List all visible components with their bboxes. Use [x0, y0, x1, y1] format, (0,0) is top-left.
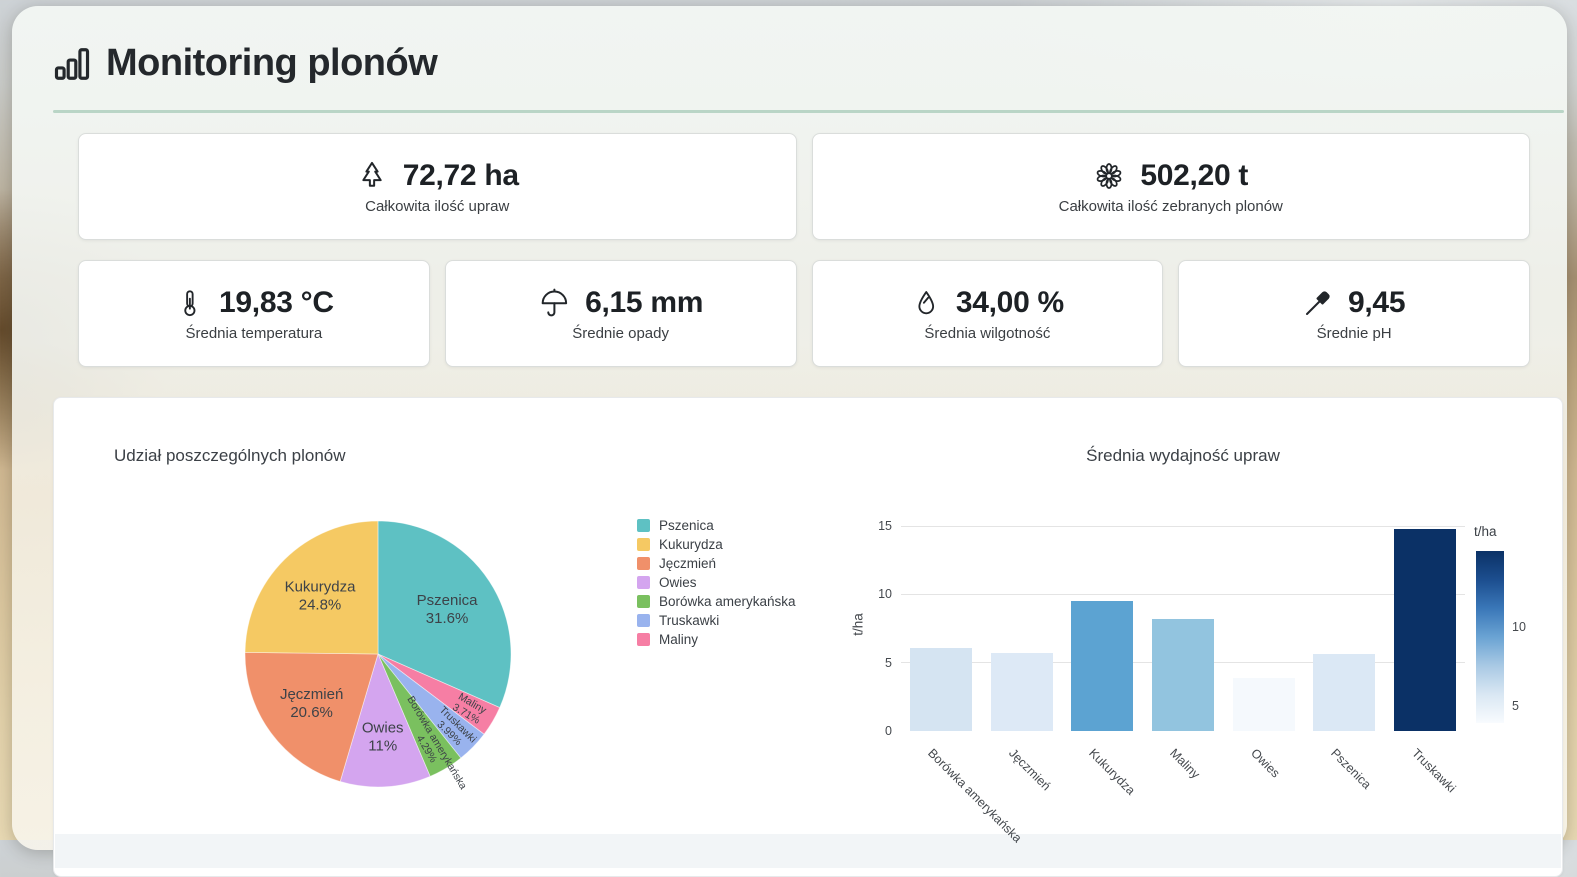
legend-item-6[interactable]: Truskawki	[637, 613, 796, 629]
flower-icon	[1093, 160, 1125, 192]
legend-label: Kukurydza	[659, 537, 723, 553]
pie-chart: Pszenica 31.6%Maliny3.71%Truskawki3.99%Bo…	[244, 520, 512, 792]
pie-slice-label: Jęczmień 20.6%	[280, 686, 343, 721]
bar-chart-icon	[53, 45, 91, 83]
bar-y-axis-label: t/ha	[850, 613, 866, 636]
legend-label: Borówka amerykańska	[659, 594, 796, 610]
charts-panel: Udział poszczególnych plonów Pszenica 31.…	[53, 397, 1563, 877]
pie-slice-2	[244, 520, 379, 655]
pie-slice-4	[339, 652, 431, 788]
bar-6	[1313, 654, 1376, 731]
bar-4	[1152, 618, 1214, 731]
kpi-label: Całkowita ilość zebranych plonów	[1058, 197, 1283, 215]
legend-item-2[interactable]: Kukurydza	[637, 537, 796, 553]
x-tick-label: Owies	[1247, 746, 1283, 781]
kpi-card-total-harvest: 502,20 t Całkowita ilość zebranych plonó…	[811, 133, 1530, 240]
kpi-value: 19,83 °C	[219, 285, 334, 319]
bar-5	[1232, 677, 1295, 731]
kpi-label: Średnia temperatura	[185, 324, 323, 342]
kpi-value: 6,15 mm	[585, 285, 704, 319]
y-tick-0: 0	[885, 724, 892, 738]
dashboard-panel: Monitoring plonów 72,72 ha Całkowita ilo…	[12, 6, 1567, 877]
page-header: Monitoring plonów	[53, 42, 438, 85]
thermometer-icon	[174, 288, 204, 318]
legend-item-3[interactable]: Jęczmień	[637, 556, 796, 572]
legend-label: Owies	[659, 575, 697, 591]
dropper-icon	[1303, 288, 1333, 318]
colorbar	[1476, 551, 1504, 723]
legend-item-5[interactable]: Borówka amerykańska	[637, 594, 796, 610]
legend-label: Pszenica	[659, 518, 714, 534]
kpi-card-rainfall: 6,15 mm Średnie opady	[444, 260, 797, 367]
legend-swatch	[637, 614, 650, 628]
pie-legend: Pszenica Kukurydza Jęczmień Owies Borówka am…	[637, 518, 796, 648]
bar-3	[1071, 601, 1134, 731]
kpi-label: Średnie opady	[572, 324, 669, 342]
y-tick-5: 5	[885, 655, 892, 670]
legend-swatch	[637, 576, 650, 590]
kpi-value: 72,72 ha	[402, 158, 519, 192]
bar-chart-title: Średnia wydajność upraw	[1086, 446, 1280, 465]
kpi-value: 34,00 %	[955, 285, 1064, 319]
legend-swatch	[637, 519, 650, 533]
tree-icon	[356, 160, 388, 192]
pie-slice-label: Pszenica 31.6%	[417, 592, 479, 627]
legend-item-4[interactable]: Owies	[637, 575, 796, 591]
kpi-label: Średnie pH	[1316, 324, 1392, 342]
kpi-row-bottom: 19,83 °C Średnia temperatura 6,15 mm Śre…	[78, 260, 1530, 367]
x-tick-label: Truskawki	[1408, 746, 1459, 796]
x-tick-label: Maliny	[1167, 746, 1203, 782]
kpi-value: 9,45	[1348, 285, 1406, 319]
legend-label: Maliny	[659, 632, 699, 648]
bar-7	[1393, 528, 1456, 731]
legend-swatch	[637, 633, 650, 647]
bar-2	[990, 653, 1053, 731]
colorbar-tick-10: 10	[1512, 619, 1526, 634]
bar-chart: 0 5 10 15 Borówka amerykańska Jęczmień Kukuryd…	[878, 518, 1465, 845]
y-tick-15: 15	[878, 519, 892, 533]
x-tick-label: Jęczmień	[1005, 746, 1054, 794]
kpi-label: Całkowita ilość upraw	[365, 197, 510, 215]
kpi-card-humidity: 34,00 % Średnia wilgotność	[811, 260, 1164, 367]
legend-item-7[interactable]: Maliny	[637, 632, 796, 648]
panel-footer-strip	[55, 834, 1561, 868]
header-divider	[53, 110, 1564, 113]
x-tick-label: Pszenica	[1328, 746, 1375, 792]
bar-1	[910, 647, 973, 731]
x-tick-label: Kukurydza	[1086, 746, 1139, 798]
droplet-icon	[911, 288, 941, 318]
y-tick-10: 10	[878, 587, 892, 602]
legend-item-1[interactable]: Pszenica	[637, 518, 796, 534]
pie-slice-1	[377, 520, 512, 709]
gridline-y10	[901, 593, 1465, 595]
kpi-card-total-area: 72,72 ha Całkowita ilość upraw	[78, 133, 797, 240]
pie-slice-label: Owies 11%	[362, 719, 404, 754]
x-tick-label: Borówka amerykańska	[925, 746, 1025, 846]
kpi-label: Średnia wilgotność	[924, 324, 1051, 342]
legend-label: Jęczmień	[659, 556, 717, 572]
pie-slice-3	[244, 652, 379, 783]
legend-swatch	[637, 557, 650, 571]
legend-label: Truskawki	[659, 613, 720, 629]
kpi-card-temperature: 19,83 °C Średnia temperatura	[78, 260, 430, 367]
kpi-row-top: 72,72 ha Całkowita ilość upraw	[78, 133, 1530, 240]
umbrella-icon	[538, 287, 570, 319]
legend-swatch	[637, 595, 650, 609]
colorbar-title: t/ha	[1474, 524, 1497, 539]
pie-slice-label: Kukurydza 24.8%	[285, 578, 357, 613]
kpi-value: 502,20 t	[1140, 158, 1249, 192]
pie-chart-title: Udział poszczególnych plonów	[114, 446, 346, 465]
kpi-card-ph: 9,45 Średnie pH	[1178, 260, 1530, 367]
page-title: Monitoring plonów	[106, 42, 438, 84]
gridline-y15	[901, 525, 1465, 527]
legend-swatch	[637, 538, 650, 552]
colorbar-tick-5: 5	[1512, 698, 1519, 713]
